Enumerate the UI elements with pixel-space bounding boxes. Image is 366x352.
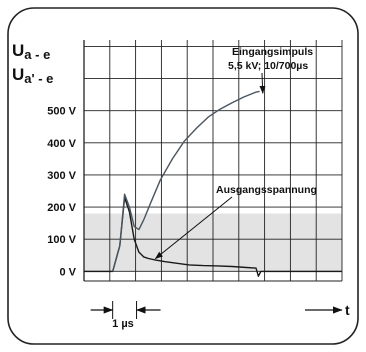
y-axis-label-1-main: U — [12, 41, 24, 60]
annotation-output-line-1: Ausgangsspannung — [216, 184, 317, 196]
time-marker-label: 1 µs — [112, 318, 134, 330]
annotation-input-line-2: 5,5 kV; 10/700µs — [228, 60, 308, 72]
y-tick-label: 300 V — [47, 170, 76, 182]
y-axis-label-2-main: U — [12, 65, 24, 84]
y-axis-label-2-sub: a' - e — [24, 71, 53, 86]
series-line-1 — [84, 196, 342, 277]
series-line-2 — [112, 90, 260, 272]
time-marker — [90, 301, 161, 319]
y-tick-label: 0 V — [59, 266, 76, 278]
y-axis-label-2: Ua' - e — [12, 65, 53, 86]
y-tick-label: 400 V — [47, 138, 76, 150]
annotation-input-line-1: Eingangsimpuls — [232, 46, 313, 58]
y-tick-labels: 0 V 100 V 200 V 300 V 400 V 500 V — [47, 106, 76, 279]
series-layer — [84, 90, 342, 277]
annotation-input-arrow — [259, 72, 266, 94]
y-axis-label-1: Ua - e — [12, 41, 50, 62]
y-tick-label: 500 V — [47, 106, 76, 118]
y-tick-label: 200 V — [47, 202, 76, 214]
grid — [83, 40, 343, 282]
x-axis-label: t — [345, 302, 350, 318]
y-axis-label-1-sub: a - e — [24, 47, 50, 62]
y-tick-label: 100 V — [47, 234, 76, 246]
annotation-output-arrow — [154, 196, 233, 260]
